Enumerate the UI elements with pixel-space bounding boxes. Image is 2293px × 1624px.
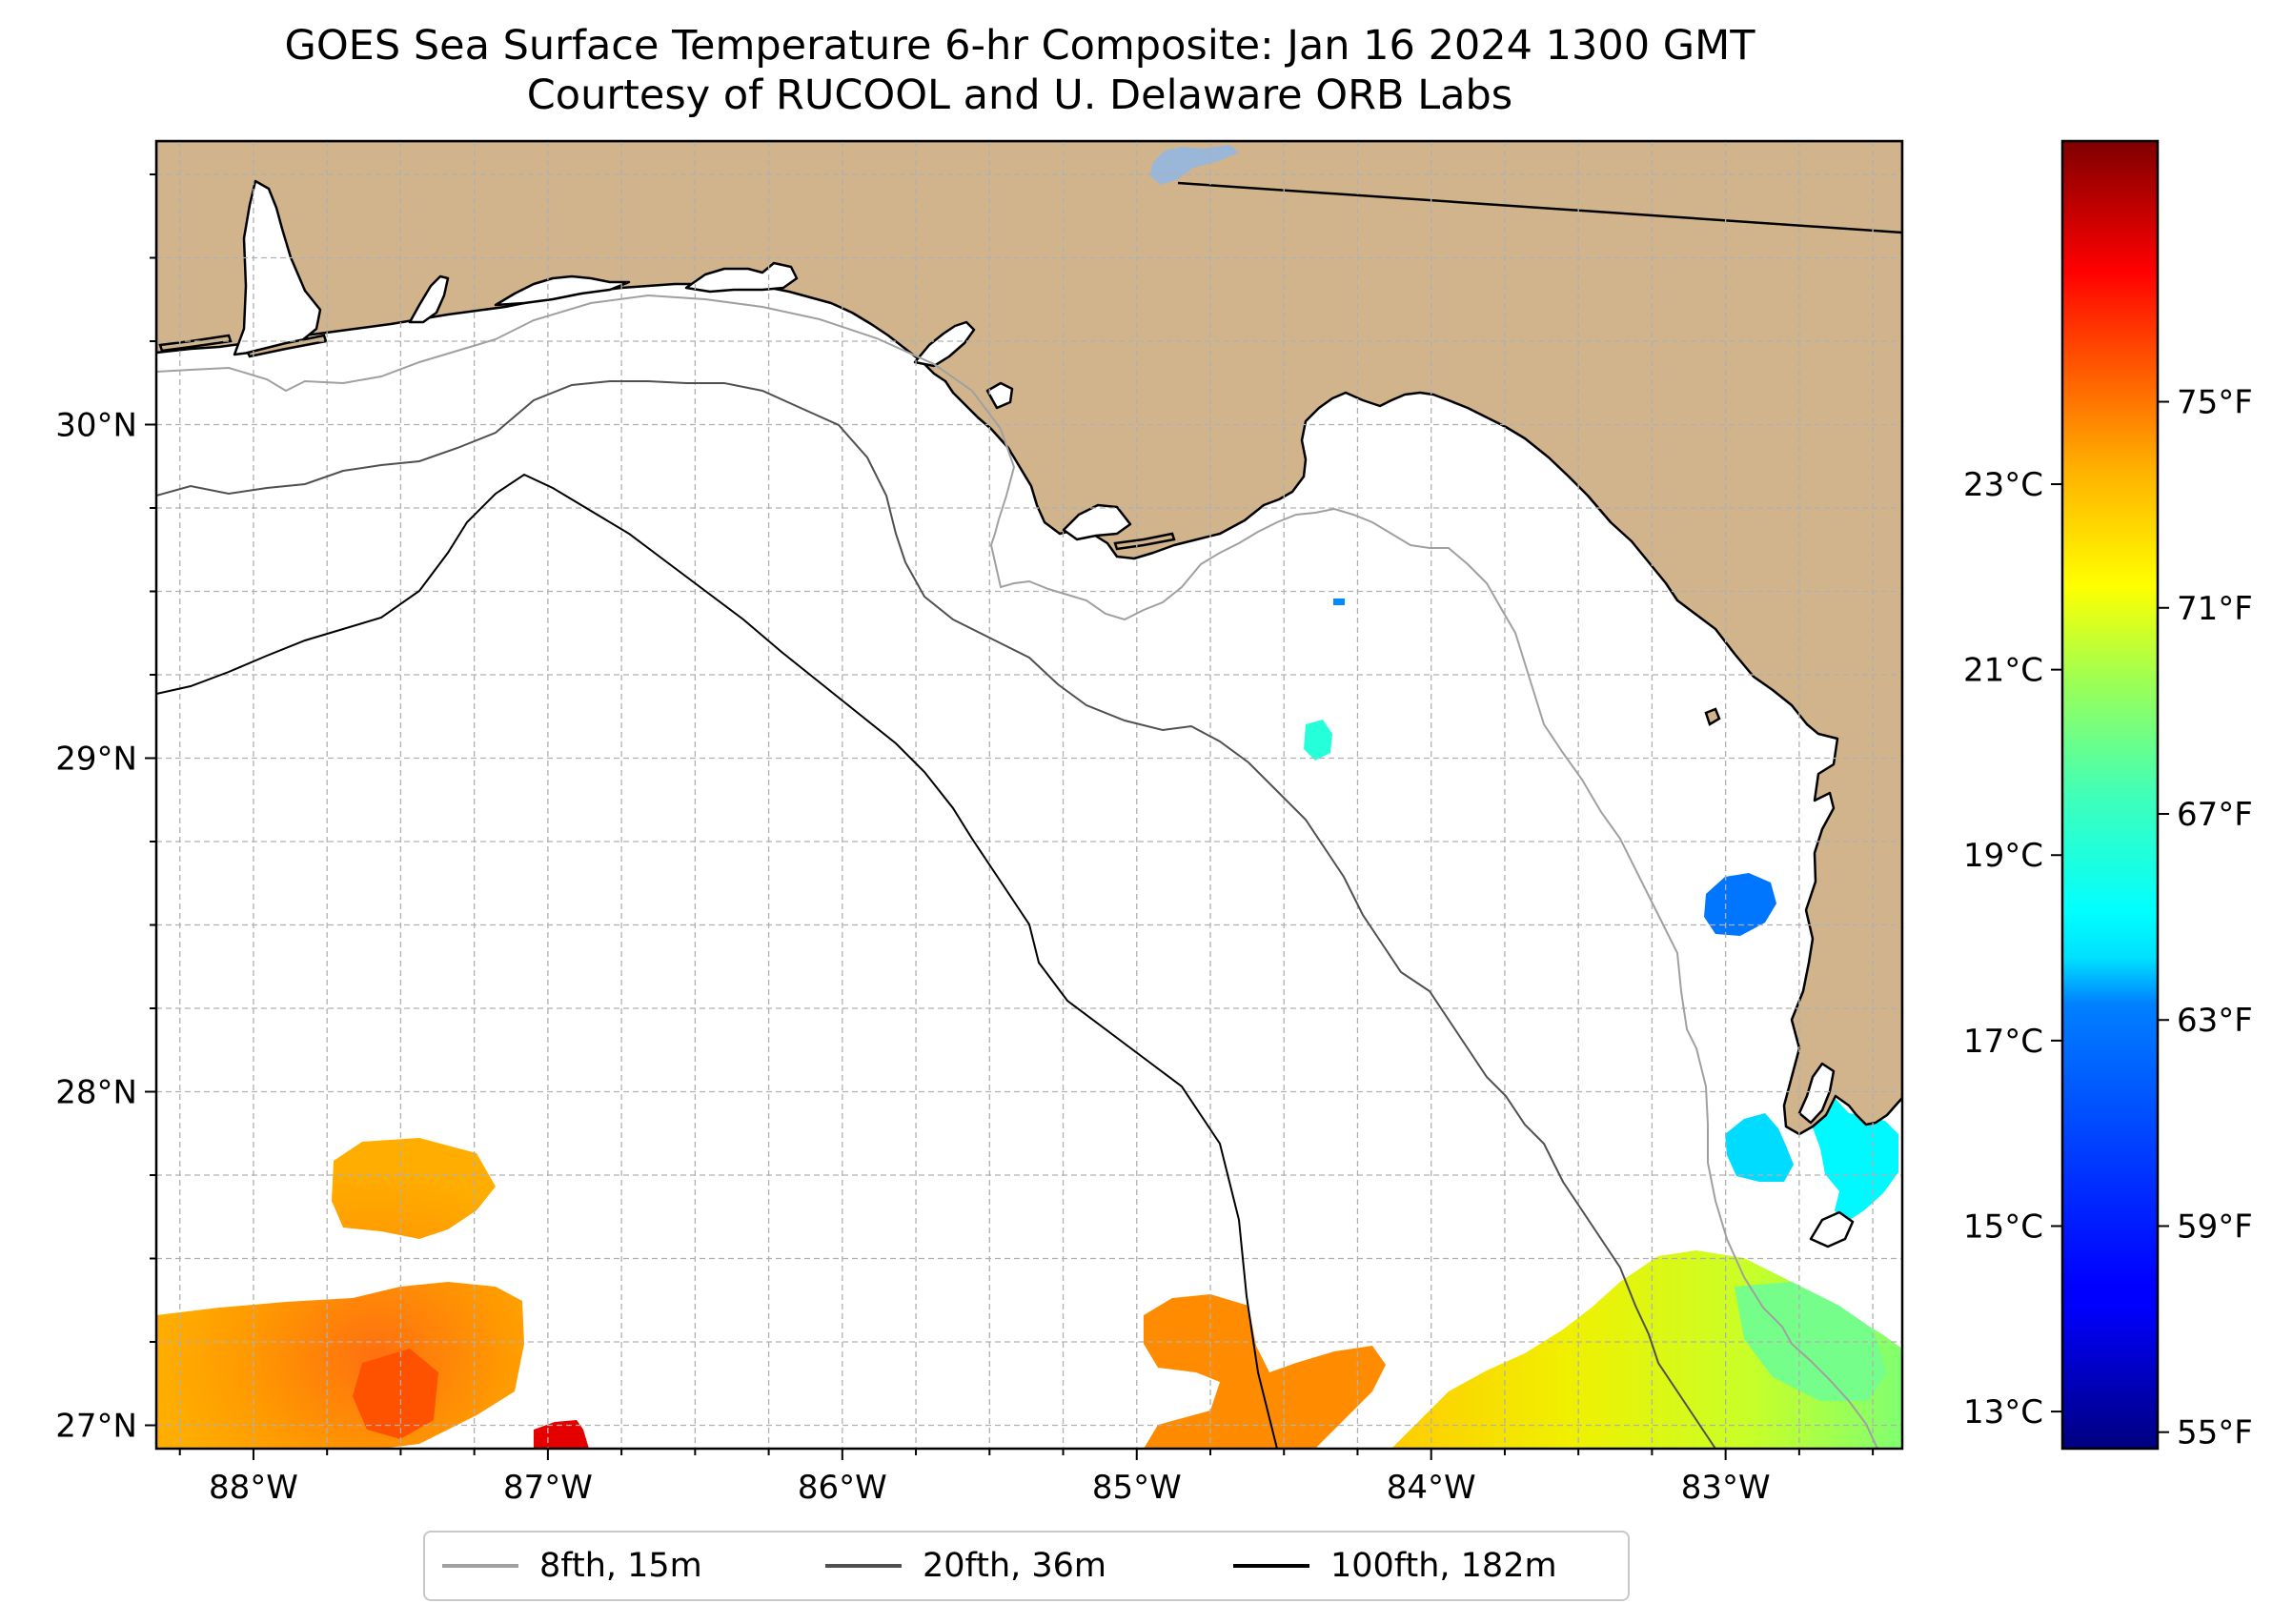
pensacola-bay [408, 274, 450, 324]
barrier-island-2 [246, 334, 328, 358]
colorbar-labels: 13°C 15°C 17°C 19°C 21°C 23°C 55°F 59°F 63°F 67°F… [1963, 384, 2253, 1452]
apalachee-bay [1062, 503, 1132, 541]
sst-patch-central [1144, 1294, 1386, 1449]
isobath-100fth [156, 473, 1278, 1449]
colorbar: 13°C 15°C 17°C 19°C 21°C 23°C 55°F 59°F 63°F 67°F… [1963, 139, 2253, 1452]
colorbar-label-f: 63°F [2177, 1002, 2253, 1040]
title-line-2: Courtesy of RUCOOL and U. Delaware ORB L… [526, 71, 1513, 119]
st-joseph-bay [985, 381, 1014, 410]
lat-tick-label: 29°N [55, 741, 137, 779]
lon-tick-label: 83°W [1681, 1469, 1771, 1507]
colorbar-label-f: 59°F [2177, 1208, 2253, 1246]
colorbar-label-c: 15°C [1963, 1208, 2043, 1246]
colorbar-label-c: 19°C [1963, 837, 2043, 875]
isobath-20fth [156, 380, 1716, 1449]
colorbar-label-f: 75°F [2177, 384, 2253, 422]
legend-item-100fth: 100fth, 182m [1233, 1533, 1557, 1599]
sst-patch-west-warm [353, 1349, 438, 1439]
legend-label-20fth: 20fth, 36m [923, 1547, 1107, 1585]
lat-tick-label: 28°N [55, 1074, 137, 1112]
sst-patch-cyan [1725, 1113, 1794, 1182]
colorbar-gradient [2062, 141, 2158, 1449]
gridlines [156, 141, 1902, 1449]
colorbar-label-c: 13°C [1963, 1393, 2043, 1431]
axis-tick-labels: 88°W 87°W 86°W 85°W 84°W 83°W 27°N 28°N 29°N 30°N [55, 407, 1770, 1508]
map-title: GOES Sea Surface Temperature 6-hr Compos… [0, 21, 2039, 120]
sst-layer [156, 599, 1902, 1449]
lon-tick-label: 87°W [503, 1469, 593, 1507]
legend-label-100fth: 100fth, 182m [1330, 1547, 1557, 1585]
lat-tick-label: 30°N [55, 407, 137, 445]
state-boundary [1177, 181, 1902, 234]
legend-swatch-20fth [825, 1564, 902, 1568]
apalachicola-bay [913, 320, 976, 368]
map-frame [154, 139, 1904, 1451]
legend-swatch-100fth [1233, 1564, 1309, 1568]
axis-ticks [145, 173, 1875, 1460]
colorbar-label-f: 71°F [2177, 590, 2253, 628]
charlotte-harbor [1809, 1210, 1855, 1248]
lat-tick-label: 27°N [55, 1408, 137, 1446]
isobath-8fth [156, 294, 1878, 1449]
legend-label-8fth: 8fth, 15m [539, 1547, 702, 1585]
legend-item-20fth: 20fth, 36m [825, 1533, 1106, 1599]
sst-patch-blue [1704, 873, 1776, 936]
colorbar-label-f: 67°F [2177, 796, 2253, 834]
colorbar-label-c: 17°C [1963, 1023, 2043, 1061]
lon-tick-label: 85°W [1092, 1469, 1182, 1507]
colorbar-label-f: 55°F [2177, 1414, 2253, 1452]
colorbar-ticks [2051, 400, 2169, 1433]
choctawhatchee-bay [494, 274, 631, 307]
lon-tick-label: 84°W [1387, 1469, 1476, 1507]
bays [233, 179, 1855, 1248]
sst-patch-small-green [1304, 720, 1332, 761]
cedar-key [1704, 707, 1721, 726]
colorbar-label-c: 21°C [1963, 652, 2043, 690]
colorbar-frame [2060, 139, 2160, 1451]
legend-item-8fth: 8fth, 15m [442, 1533, 702, 1599]
tampa-bay [1797, 1062, 1836, 1125]
barrier-island-3 [1113, 532, 1176, 551]
lon-tick-label: 88°W [209, 1469, 298, 1507]
title-line-1: GOES Sea Surface Temperature 6-hr Compos… [284, 22, 1755, 70]
isobath-legend: 8fth, 15m 20fth, 36m 100fth, 182m [423, 1531, 1630, 1601]
colorbar-label-c: 23°C [1963, 466, 2043, 504]
map-area [156, 141, 1902, 1449]
legend-swatch-8fth [442, 1564, 518, 1568]
sst-patch-tiny [1333, 599, 1345, 605]
lon-tick-label: 86°W [798, 1469, 887, 1507]
